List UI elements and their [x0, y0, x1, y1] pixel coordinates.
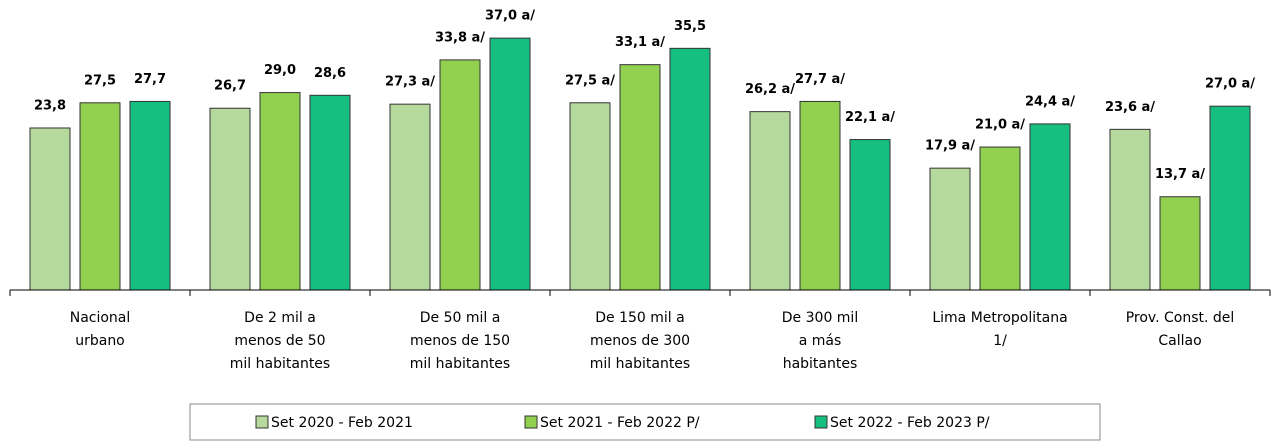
bar	[79, 102, 121, 291]
data-label: 27,7 a/	[795, 72, 845, 87]
x-tick-label: habitantes	[783, 356, 858, 372]
data-label: 22,1 a/	[845, 110, 895, 125]
bar	[259, 92, 301, 291]
data-label: 29,0	[264, 63, 296, 78]
bar	[569, 102, 611, 291]
x-tick-label: menos de 300	[590, 333, 690, 349]
bar	[1209, 105, 1251, 291]
bar	[309, 94, 351, 291]
data-label: 27,7	[134, 72, 166, 87]
bar	[209, 107, 251, 291]
x-tick-label: De 50 mil a	[420, 310, 501, 326]
data-label: 28,6	[314, 66, 346, 81]
legend-box	[189, 403, 1101, 441]
x-tick-label: De 2 mil a	[244, 310, 316, 326]
bar	[929, 167, 971, 291]
data-label: 21,0 a/	[975, 118, 1025, 133]
data-label: 26,2 a/	[745, 82, 795, 97]
data-label: 27,0 a/	[1205, 77, 1255, 92]
bar	[849, 139, 891, 291]
bar	[489, 37, 531, 291]
x-tick-label: Lima Metropolitana	[932, 310, 1067, 326]
x-tick-label: mil habitantes	[230, 356, 330, 372]
legend-swatch	[255, 415, 269, 429]
bar	[1029, 123, 1071, 291]
bar	[749, 111, 791, 291]
legend-label: Set 2022 - Feb 2023 P/	[830, 415, 990, 431]
data-label: 33,8 a/	[435, 30, 485, 45]
bar	[439, 59, 481, 291]
bar	[669, 47, 711, 291]
x-tick-label: De 300 mil	[782, 310, 858, 326]
data-label: 33,1 a/	[615, 35, 665, 50]
data-label: 35,5	[674, 19, 706, 34]
x-tick-label: 1/	[993, 333, 1007, 349]
x-tick-label: menos de 150	[410, 333, 510, 349]
legend-label: Set 2021 - Feb 2022 P/	[540, 415, 700, 431]
x-tick-label: urbano	[75, 333, 125, 349]
bar	[1109, 128, 1151, 291]
data-label: 37,0 a/	[485, 9, 535, 24]
data-label: 24,4 a/	[1025, 94, 1075, 109]
x-tick-label: Prov. Const. del	[1126, 310, 1235, 326]
data-label: 17,9 a/	[925, 139, 975, 154]
bar	[799, 100, 841, 291]
bar	[619, 64, 661, 291]
legend-label: Set 2020 - Feb 2021	[271, 415, 413, 431]
bar	[29, 127, 71, 291]
data-label: 13,7 a/	[1155, 167, 1205, 182]
data-label: 27,3 a/	[385, 75, 435, 90]
x-tick-label: De 150 mil a	[595, 310, 684, 326]
data-label: 26,7	[214, 79, 246, 94]
x-tick-label: mil habitantes	[410, 356, 510, 372]
bar	[1159, 196, 1201, 291]
data-label: 23,8	[34, 98, 66, 113]
x-tick-label: menos de 50	[234, 333, 325, 349]
bar	[389, 103, 431, 291]
data-label: 27,5	[84, 73, 116, 88]
data-label: 23,6 a/	[1105, 100, 1155, 115]
bar	[129, 100, 171, 291]
data-label: 27,5 a/	[565, 73, 615, 88]
bar	[979, 146, 1021, 291]
x-tick-label: Callao	[1158, 333, 1201, 349]
x-tick-label: a más	[799, 333, 842, 349]
x-tick-label: Nacional	[70, 310, 131, 326]
legend-swatch	[524, 415, 538, 429]
legend-swatch	[814, 415, 828, 429]
x-tick-label: mil habitantes	[590, 356, 690, 372]
